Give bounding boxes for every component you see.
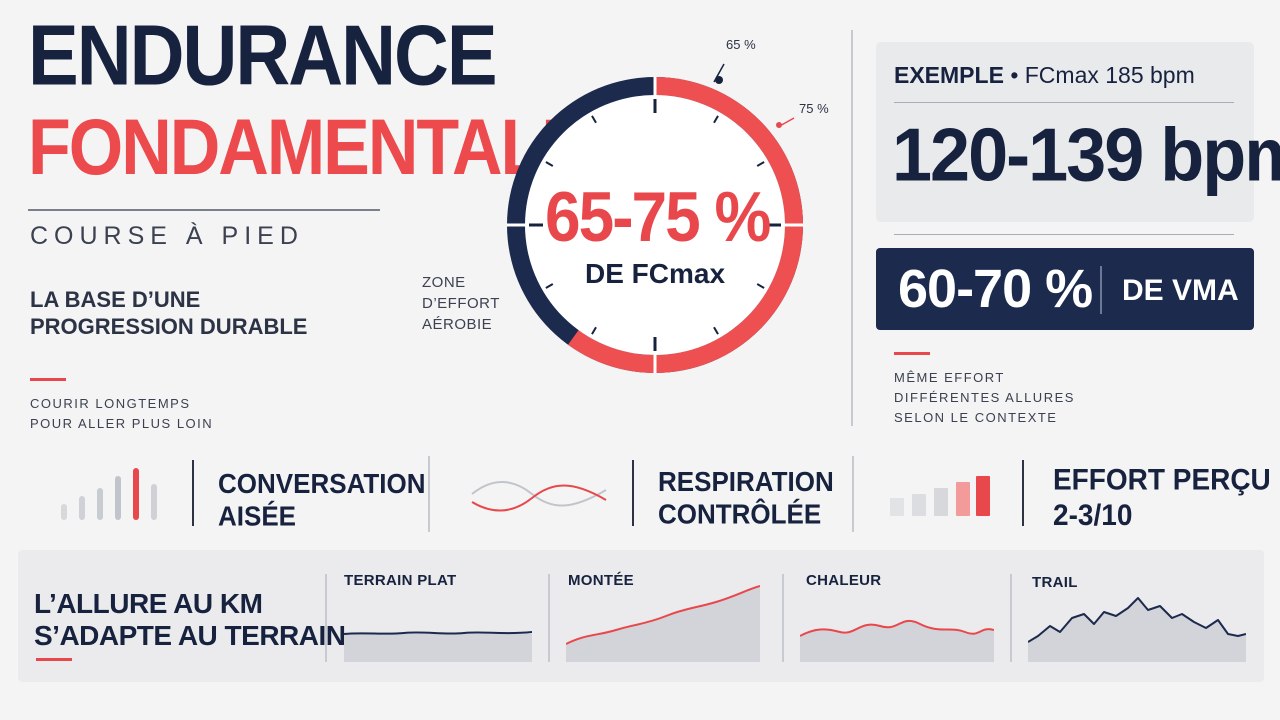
zone-label-line3: AÉROBIE [422, 316, 493, 333]
feature-respiration-line2: CONTRÔLÉE [658, 498, 822, 531]
zone-label: ZONE D’EFFORT AÉROBIE [422, 272, 500, 335]
feature-conversation: CONVERSATION AISÉE [218, 468, 426, 533]
terrain-flat-chart [344, 631, 532, 662]
example-prefix: EXEMPLE [894, 62, 1004, 88]
terrain-divider-1 [325, 574, 327, 662]
gauge-tick [545, 283, 554, 289]
bars-icon [61, 468, 157, 520]
notes-line2: DIFFÉRENTES ALLURES [894, 390, 1075, 405]
terrain-heading-line1: L’ALLURE AU KM [34, 588, 263, 619]
notes: MÊME EFFORT DIFFÉRENTES ALLURES SELON LE… [894, 368, 1075, 428]
terrain-label-flat: TERRAIN PLAT [344, 572, 457, 589]
notes-line1: MÊME EFFORT [894, 370, 1005, 385]
gauge-tick [756, 283, 765, 289]
base-caption-line1: COURIR LONGTEMPS [30, 396, 191, 411]
gauge-ticks [529, 99, 781, 351]
terrain-climb-chart [566, 585, 760, 662]
fcmax-gauge [507, 63, 803, 373]
terrain-heading: L’ALLURE AU KM S’ADAPTE AU TERRAIN [34, 588, 346, 652]
gauge-inner-face [525, 95, 785, 355]
terrain-divider-3 [782, 574, 784, 662]
accent-dash [30, 378, 66, 381]
vma-top-divider [894, 234, 1234, 235]
terrain-divider-4 [1010, 574, 1012, 662]
zone-label-line1: ZONE [422, 274, 466, 291]
effort-bars-icon [890, 476, 990, 516]
column-divider [851, 30, 853, 426]
feature-conversation-line2: AISÉE [218, 500, 297, 533]
marker-65-dot [715, 76, 723, 84]
vma-separator [1100, 266, 1102, 314]
feature-divider-5 [1022, 460, 1024, 526]
notes-line3: SELON LE CONTEXTE [894, 410, 1058, 425]
wave-icon [471, 481, 607, 512]
gauge-tick [713, 326, 719, 335]
vma-percent: 60-70 % [898, 259, 1093, 319]
feature-respiration-line1: RESPIRATION [658, 466, 834, 498]
terrain-label-heat: CHALEUR [806, 572, 882, 589]
example-heading: EXEMPLE • FCmax 185 bpm [894, 62, 1195, 89]
terrain-accent-dash [36, 658, 72, 661]
feature-respiration: RESPIRATION CONTRÔLÉE [658, 466, 834, 531]
base-caption: COURIR LONGTEMPS POUR ALLER PLUS LOIN [30, 394, 213, 434]
page-title-line2: FONDAMENTALE [28, 103, 588, 191]
terrain-label-trail: TRAIL [1032, 574, 1078, 591]
example-divider [894, 102, 1234, 103]
terrain-label-climb: MONTÉE [568, 572, 634, 589]
gauge-percent: 65-75 % [545, 177, 771, 257]
feature-divider-1 [192, 460, 194, 526]
feature-divider-4 [852, 456, 854, 532]
gauge-tick [591, 326, 597, 335]
feature-divider-2 [428, 456, 430, 532]
base-heading: LA BASE D’UNE PROGRESSION DURABLE [30, 287, 308, 339]
page-subtitle: COURSE À PIED [30, 222, 304, 250]
example-card [876, 42, 1254, 222]
zone-label-line2: D’EFFORT [422, 295, 500, 312]
notes-accent-dash [894, 352, 930, 355]
gauge-label: DE FCmax [584, 258, 726, 289]
feature-conversation-line1: CONVERSATION [218, 468, 426, 500]
gauge-tick [591, 115, 597, 124]
feature-effort-line2: 2-3/10 [1053, 498, 1133, 532]
terrain-divider-2 [548, 574, 550, 662]
vma-label: DE VMA [1122, 274, 1239, 307]
gauge-zone-arc [568, 77, 803, 373]
feature-divider-3 [632, 460, 634, 526]
example-fcmax: • FCmax 185 bpm [1010, 62, 1195, 88]
gauge-tick [713, 115, 719, 124]
tick-label-75: 75 % [799, 101, 829, 116]
tick-label-65: 65 % [726, 37, 756, 52]
feature-effort-line1: EFFORT PERÇU [1053, 463, 1271, 496]
title-divider [28, 209, 380, 211]
page-title-line1: ENDURANCE [28, 8, 498, 104]
marker-75-dot [776, 122, 782, 128]
terrain-trail-chart [1028, 597, 1246, 662]
base-caption-line2: POUR ALLER PLUS LOIN [30, 416, 214, 431]
gauge-tick [545, 161, 554, 167]
vma-card [876, 248, 1254, 330]
feature-effort: EFFORT PERÇU 2-3/10 [1053, 462, 1271, 533]
terrain-heading-line2: S’ADAPTE AU TERRAIN [34, 620, 346, 651]
gauge-tick [756, 161, 765, 167]
example-bpm: 120-139 bpm [892, 113, 1280, 198]
terrain-heat-chart [800, 619, 994, 662]
